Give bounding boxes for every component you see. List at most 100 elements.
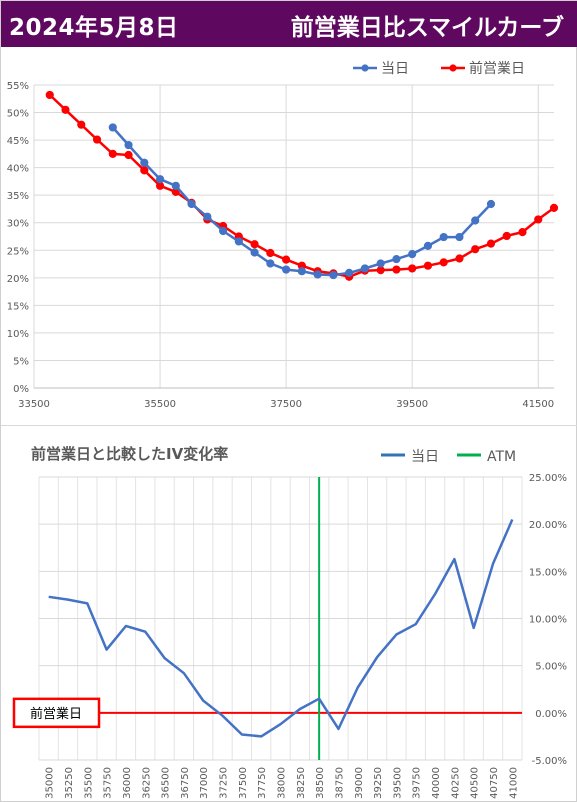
y-tick-label: 15% xyxy=(7,301,29,312)
y-tick-label: 25% xyxy=(7,246,29,257)
data-point xyxy=(282,265,291,274)
y-tick-label: 10.00% xyxy=(529,615,567,626)
x-tick-label: 38000 xyxy=(277,767,288,799)
x-tick-label: 38250 xyxy=(296,767,307,799)
series-line xyxy=(48,519,514,738)
data-point xyxy=(345,268,354,277)
legend-label: 当日 xyxy=(381,61,409,77)
x-tick-label: 35250 xyxy=(64,767,75,799)
y-tick-label: 25.00% xyxy=(529,473,567,484)
x-tick-label: 41000 xyxy=(508,767,519,799)
data-point xyxy=(61,105,70,114)
data-point xyxy=(455,254,464,263)
legend-marker xyxy=(449,64,457,72)
data-point xyxy=(155,175,165,184)
data-point xyxy=(329,270,338,280)
x-tick-label: 37750 xyxy=(257,767,268,799)
x-tick-label: 40250 xyxy=(450,767,461,799)
data-point xyxy=(471,245,480,254)
x-tick-label: 38750 xyxy=(334,767,345,799)
y-tick-label: 20% xyxy=(7,274,29,285)
data-point xyxy=(234,237,243,246)
x-tick-label: 40500 xyxy=(470,767,481,799)
x-tick-label: 39500 xyxy=(392,767,403,799)
y-tick-label: 40% xyxy=(7,164,29,175)
data-point xyxy=(408,264,417,273)
data-point xyxy=(266,248,275,258)
smile-curve-chart: 0% 5% 10% 15% 20% 25% 30% 35% 40% 45% 50% 55% 33500 3… xyxy=(7,60,559,410)
legend-label-atm: ATM xyxy=(487,449,516,465)
data-point xyxy=(486,239,496,248)
header-title: 前営業日比スマイルカーブ xyxy=(290,15,564,41)
x-tick-label: 36000 xyxy=(122,767,133,799)
data-point xyxy=(92,135,102,144)
data-point xyxy=(439,258,448,267)
x-tick-label: 35500 xyxy=(144,399,176,410)
y-tick-label: 0.00% xyxy=(535,709,567,720)
data-point xyxy=(45,90,54,100)
data-point xyxy=(250,248,259,257)
data-point xyxy=(187,199,196,209)
x-tick-label: 36750 xyxy=(180,767,191,799)
data-point xyxy=(313,270,322,279)
x-tick-label: 40750 xyxy=(489,767,500,799)
data-point xyxy=(408,250,417,259)
x-tick-label: 35750 xyxy=(103,767,114,799)
x-tick-label: 39000 xyxy=(354,767,365,799)
x-tick-label: 40000 xyxy=(431,767,442,799)
data-point xyxy=(376,259,385,268)
data-point xyxy=(439,232,448,242)
y-tick-label: 0% xyxy=(13,384,29,395)
data-point xyxy=(423,241,433,250)
data-point xyxy=(124,150,133,160)
data-point xyxy=(203,212,212,221)
reference-label-box xyxy=(12,697,101,729)
x-tick-label: 37250 xyxy=(219,767,230,799)
x-tick-label: 37500 xyxy=(270,399,302,410)
data-point xyxy=(502,231,511,241)
x-tick-label: 36500 xyxy=(161,767,172,799)
y-tick-label: 35% xyxy=(7,191,29,202)
legend-label: 前営業日 xyxy=(469,60,525,77)
y-tick-label: 15.00% xyxy=(529,567,567,578)
x-tick-label: 38500 xyxy=(315,767,326,799)
header-bar: 2024年5月8日 前営業日比スマイルカーブ xyxy=(1,1,577,47)
data-point xyxy=(486,199,496,209)
header-date: 2024年5月8日 xyxy=(9,15,179,41)
data-point xyxy=(423,261,433,270)
data-point xyxy=(282,255,291,264)
x-tick-label: 39500 xyxy=(396,399,428,410)
y-tick-label: -5.00% xyxy=(532,756,567,767)
reference-label: 前営業日 xyxy=(30,706,82,722)
data-point xyxy=(266,259,275,268)
data-point xyxy=(534,215,543,224)
iv-change-chart: 前営業日と比較したIV変化率 -5.00% 0.00% 5.00% 10.00% 15.0… xyxy=(12,445,567,799)
data-point xyxy=(549,203,559,212)
data-point xyxy=(77,120,86,129)
y-tick-label: 5% xyxy=(13,356,29,367)
data-point xyxy=(218,226,228,236)
data-point xyxy=(108,123,117,132)
data-point xyxy=(171,181,180,190)
y-tick-label: 45% xyxy=(7,136,29,147)
x-tick-label: 39250 xyxy=(373,767,384,799)
x-tick-label: 33500 xyxy=(18,399,50,410)
x-tick-label: 39750 xyxy=(412,767,423,799)
data-point xyxy=(392,265,401,274)
y-tick-label: 20.00% xyxy=(529,520,567,531)
series-line xyxy=(111,126,492,277)
x-tick-label: 37500 xyxy=(238,767,249,799)
data-point xyxy=(297,267,306,276)
data-point xyxy=(392,254,401,264)
y-tick-label: 55% xyxy=(7,81,29,92)
y-tick-label: 50% xyxy=(7,109,29,120)
data-point xyxy=(124,140,133,150)
x-tick-label: 36250 xyxy=(141,767,152,799)
data-point xyxy=(140,166,149,175)
x-tick-label: 35500 xyxy=(83,767,94,799)
y-tick-label: 5.00% xyxy=(535,662,567,673)
data-point xyxy=(518,227,527,237)
legend-label: 当日 xyxy=(411,449,439,465)
x-tick-label: 41500 xyxy=(522,399,554,410)
